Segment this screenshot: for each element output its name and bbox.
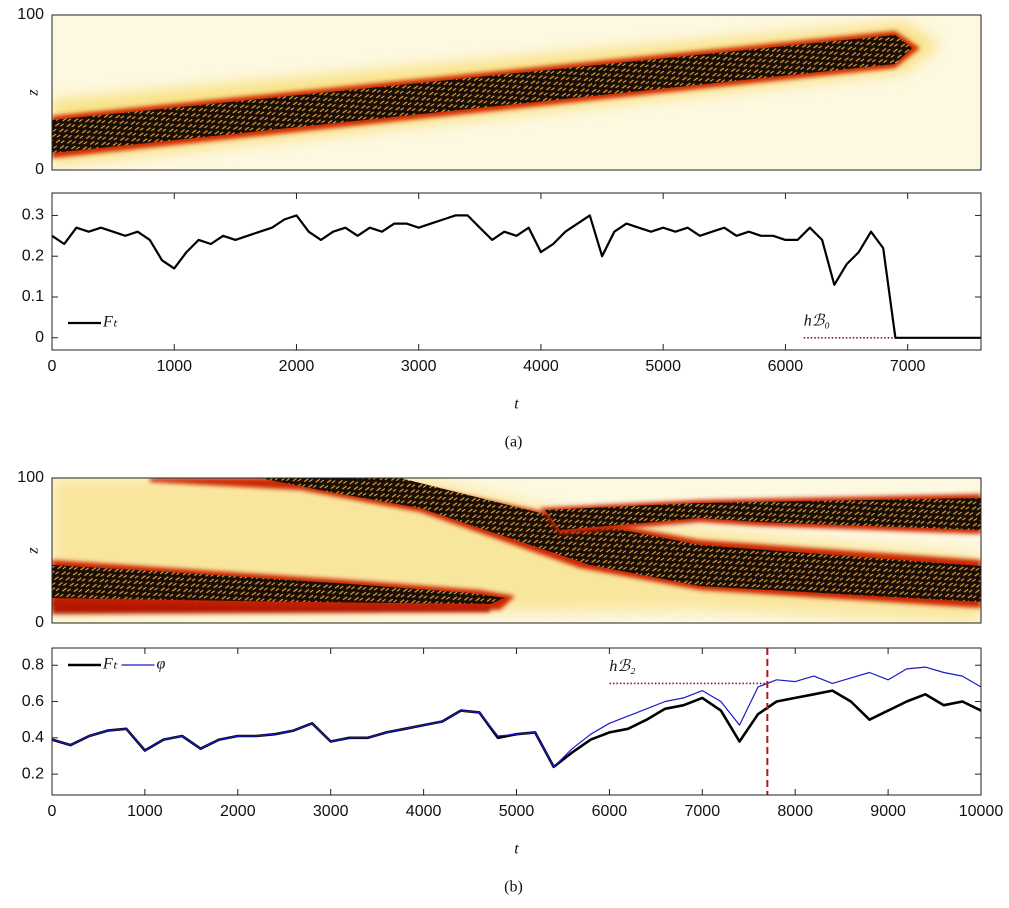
x-tick-label: 3000 — [313, 803, 349, 820]
y-tick-label: 100 — [17, 469, 44, 486]
caption: (b) — [504, 879, 523, 896]
x-tick-label: 1000 — [127, 803, 163, 820]
x-tick-label: 7000 — [685, 803, 721, 820]
x-tick-label: 3000 — [401, 358, 437, 375]
legend-label: φ — [157, 656, 166, 673]
heatmap-image — [52, 478, 981, 623]
x-tick-label: 9000 — [870, 803, 906, 820]
y-tick-label: 0 — [35, 329, 44, 346]
axes-frame — [51, 14, 982, 171]
x-tick-label: 2000 — [220, 803, 256, 820]
x-tick-label: 4000 — [406, 803, 442, 820]
y-tick-label: 0 — [35, 614, 44, 631]
y-tick-label: 100 — [17, 6, 44, 23]
legend-label: Fₜ — [102, 656, 118, 673]
x-tick-label: 6000 — [768, 358, 804, 375]
x-tick-label: 6000 — [592, 803, 628, 820]
caption: (a) — [505, 434, 523, 451]
legend-label: Fₜ — [102, 314, 118, 331]
axes-frame — [51, 192, 982, 351]
y-tick-label: 0 — [35, 161, 44, 178]
axes-frame — [51, 477, 982, 624]
y-axis-label: z — [25, 547, 42, 555]
x-tick-label: 10000 — [959, 803, 1004, 820]
y-tick-label: 0.2 — [22, 247, 44, 264]
x-axis-label: t — [514, 841, 519, 858]
heatmap-image — [52, 15, 981, 170]
x-tick-label: 4000 — [523, 358, 559, 375]
data-line — [51, 214, 981, 339]
data-line — [51, 689, 982, 769]
y-tick-label: 0.1 — [22, 288, 44, 305]
y-tick-label: 0.4 — [22, 729, 44, 746]
y-tick-label: 0.2 — [22, 765, 44, 782]
x-tick-label: 0 — [48, 803, 57, 820]
y-axis-label: z — [25, 89, 42, 97]
y-tick-label: 0.6 — [22, 693, 44, 710]
y-tick-label: 0.3 — [22, 207, 44, 224]
x-tick-label: 2000 — [279, 358, 315, 375]
x-tick-label: 5000 — [645, 358, 681, 375]
x-tick-label: 7000 — [890, 358, 926, 375]
annotation-label: hℬ₂ — [609, 658, 636, 675]
x-tick-label: 8000 — [777, 803, 813, 820]
x-tick-label: 1000 — [156, 358, 192, 375]
x-tick-label: 5000 — [499, 803, 535, 820]
axes-frame — [51, 647, 982, 796]
x-tick-label: 0 — [48, 358, 57, 375]
data-line — [51, 666, 982, 768]
x-axis-label: t — [514, 396, 519, 413]
y-tick-label: 0.8 — [22, 656, 44, 673]
annotation-label: hℬ₀ — [804, 312, 830, 329]
